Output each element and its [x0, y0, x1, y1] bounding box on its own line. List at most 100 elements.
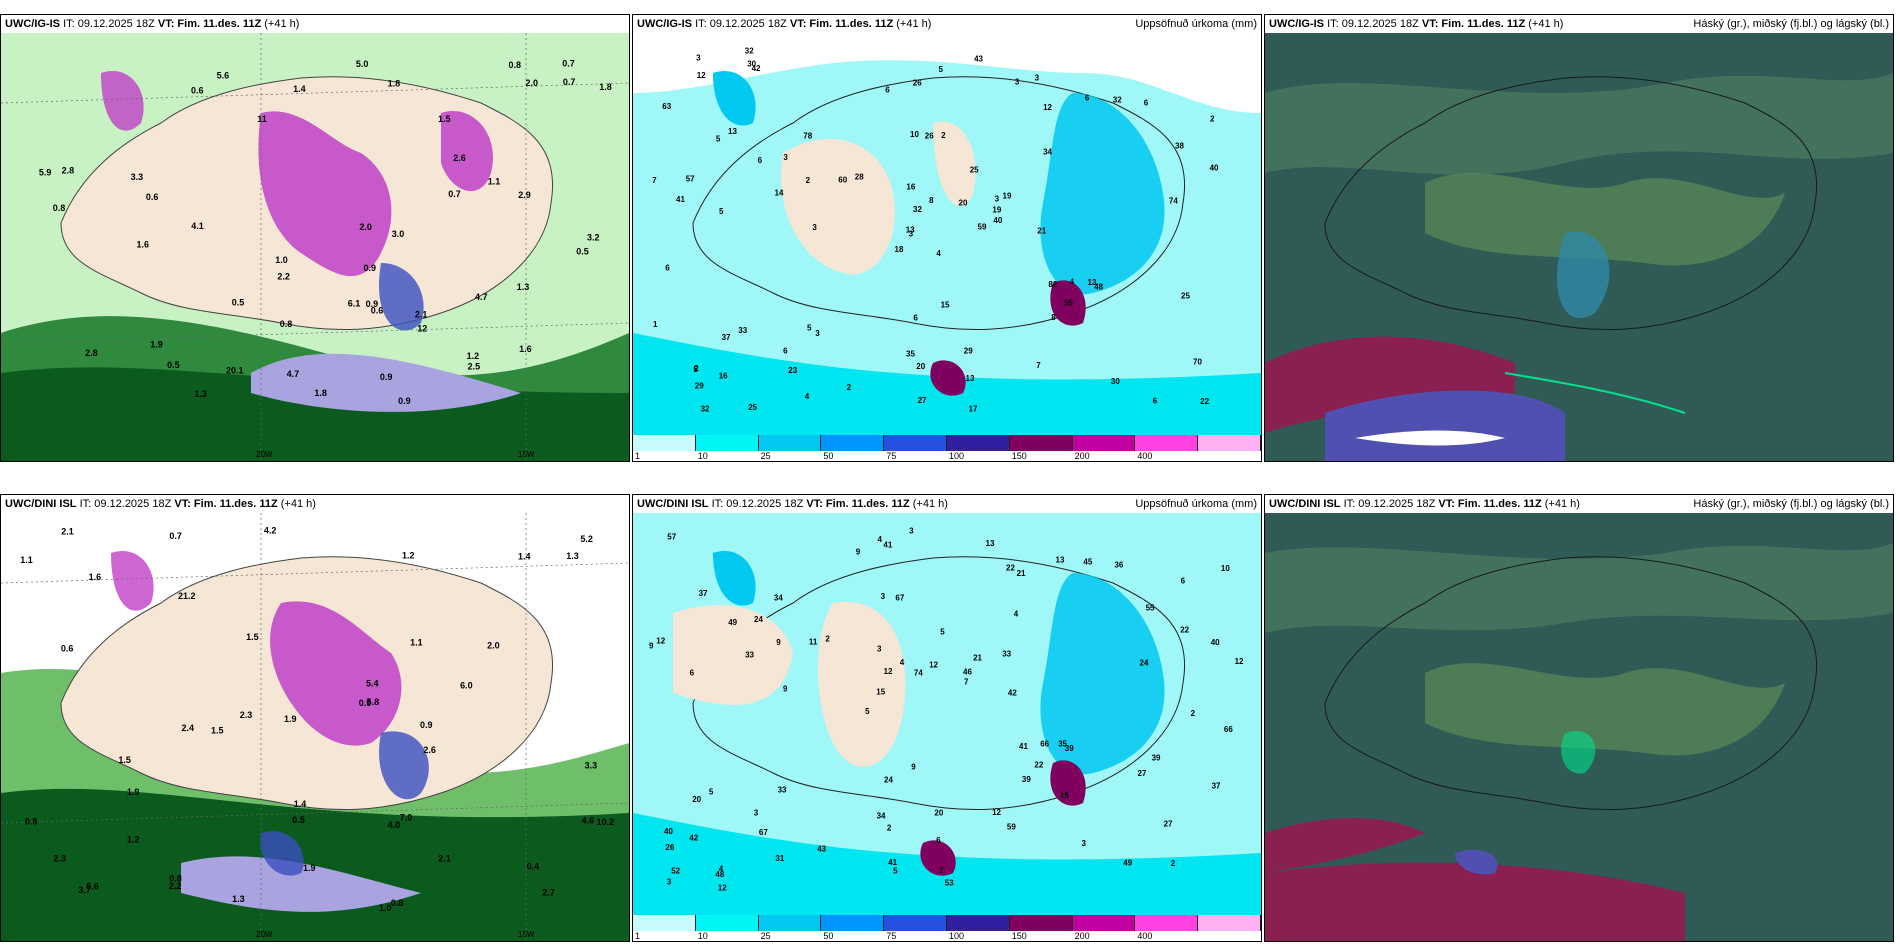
- map-value-label: 12: [884, 667, 893, 676]
- legend-swatch: [1009, 435, 1073, 451]
- map-value-label: 12: [992, 808, 1001, 817]
- map-value-label: 9: [776, 638, 781, 647]
- map-value-label: 4.2: [264, 525, 277, 535]
- vt-label: VT:: [1421, 18, 1439, 30]
- legend-tick-label: 400: [1137, 451, 1153, 461]
- map-value-label: 0.9: [364, 263, 377, 273]
- map-value-label: 21: [1017, 569, 1026, 578]
- legend-swatch: [633, 435, 696, 451]
- map-value-label: 7.0: [400, 812, 413, 822]
- map-value-label: 20: [959, 199, 968, 208]
- map-value-label: 11: [257, 114, 267, 124]
- map-value-label: 1.4: [518, 551, 531, 561]
- map-value-label: 21.2: [178, 591, 196, 601]
- map-value-label: 52: [671, 867, 680, 876]
- model-name: UWC/DINI ISL: [637, 498, 709, 510]
- map-value-label: 12: [929, 661, 938, 670]
- lead-time: (+41 h): [1544, 498, 1580, 510]
- legend-tick-label: 50: [823, 931, 834, 941]
- map-value-label: 48: [1094, 282, 1103, 291]
- map-value-label: 3: [995, 195, 1000, 204]
- map-value-label: 9: [911, 762, 916, 771]
- map-value-label: 5.2: [580, 534, 593, 544]
- map-value-label: 1.8: [599, 82, 612, 92]
- map-value-label: 20.1: [226, 366, 244, 376]
- legend-swatch: [946, 915, 1010, 931]
- map-value-label: 5: [940, 628, 945, 637]
- map-value-label: 29: [964, 347, 973, 356]
- map-value-label: 1.9: [303, 863, 316, 873]
- vt-label: VT:: [157, 18, 175, 30]
- map-value-label: 3.3: [585, 761, 598, 771]
- map-value-label: 82: [1048, 280, 1057, 289]
- lead-time: (+41 h): [264, 18, 300, 30]
- cloud-map: [1265, 513, 1893, 941]
- legend-ticks: 1 10 25 50 75 100 150 200 400: [633, 931, 1261, 941]
- map-value-label: 2: [694, 364, 699, 373]
- map-value-label: 41: [888, 858, 897, 867]
- wind-precip-map: 20W 15W 0.90.61.93.3 1.10.90.54.12.20.52.…: [1, 33, 629, 461]
- map-value-label: 3.7: [78, 885, 91, 895]
- precip-legend: 1 10 25 50 75 100 150 200 400: [633, 915, 1261, 941]
- init-time: IT: 09.12.2025 18Z: [695, 18, 787, 30]
- map-value-label: 1.2: [127, 834, 140, 844]
- legend-swatch: [1198, 915, 1261, 931]
- legend-swatch: [884, 915, 947, 931]
- legend-swatch: [1135, 915, 1199, 931]
- panel-wind-bottom: UWC/DINI ISL IT: 09.12.2025 18Z VT: Fim.…: [0, 494, 630, 942]
- map-value-label: 24: [884, 775, 893, 784]
- map-value-label: 3: [1015, 77, 1020, 86]
- map-value-label: 10: [1221, 564, 1230, 573]
- map-value-label: 6: [690, 669, 695, 678]
- map-value-label: 0.8: [391, 898, 404, 908]
- map-value-label: 5.0: [356, 59, 369, 69]
- map-value-label: 74: [914, 669, 923, 678]
- map-value-label: 25: [1181, 291, 1190, 300]
- map-value-label: 37: [699, 589, 708, 598]
- model-name: UWC/IG-IS: [637, 18, 692, 30]
- map-value-label: 43: [817, 845, 826, 854]
- legend-swatch: [1135, 435, 1199, 451]
- map-value-label: 7: [652, 176, 657, 185]
- map-value-label: 1: [653, 320, 658, 329]
- init-time: IT: 09.12.2025 18Z: [711, 498, 804, 510]
- map-value-label: 49: [1123, 858, 1132, 867]
- map-value-label: 55: [1146, 604, 1155, 613]
- panel-header: UWC/DINI ISL IT: 09.12.2025 18Z VT: Fim.…: [1265, 495, 1893, 513]
- legend-swatch: [695, 915, 759, 931]
- map-value-label: 40: [664, 827, 673, 836]
- map-value-label: 1.2: [467, 351, 480, 361]
- valid-time: Fim. 11.des. 11Z: [193, 498, 278, 510]
- lead-time: (+41 h): [1528, 18, 1564, 30]
- map-value-label: 2.9: [518, 190, 531, 200]
- map-value-label: 5: [716, 134, 721, 143]
- map-value-label: 34: [877, 811, 886, 820]
- map-value-label: 0.6: [146, 192, 159, 202]
- map-value-label: 29: [695, 381, 704, 390]
- map-value-label: 0.9: [359, 698, 372, 708]
- map-value-label: 2.6: [423, 745, 436, 755]
- lon-label-15w: 15W: [518, 450, 535, 459]
- map-value-label: 5.8: [367, 697, 380, 707]
- map-value-label: 3: [812, 223, 817, 232]
- map-value-label: 15: [941, 300, 950, 309]
- map-value-label: 3: [667, 878, 672, 887]
- map-value-label: 35: [1058, 740, 1067, 749]
- legend-ticks: 1 10 25 50 75 100 150 200 400: [633, 451, 1261, 461]
- map-value-label: 6: [1144, 99, 1149, 108]
- map-value-label: 32: [745, 46, 754, 55]
- map-value-label: 32: [701, 405, 710, 414]
- map-value-label: 3: [909, 527, 914, 536]
- map-value-label: 16: [906, 183, 915, 192]
- map-value-label: 22: [1200, 397, 1209, 406]
- legend-swatch: [1072, 435, 1136, 451]
- map-value-label: 39: [1022, 775, 1031, 784]
- map-value-label: 53: [945, 879, 954, 888]
- map-value-label: 26: [665, 843, 674, 852]
- legend-tick-label: 200: [1074, 451, 1090, 461]
- map-value-label: 3: [909, 229, 914, 238]
- legend-swatch: [1072, 915, 1136, 931]
- map-value-label: 19: [992, 206, 1001, 215]
- map-value-label: 35: [906, 350, 915, 359]
- map-value-label: 2.6: [453, 153, 466, 163]
